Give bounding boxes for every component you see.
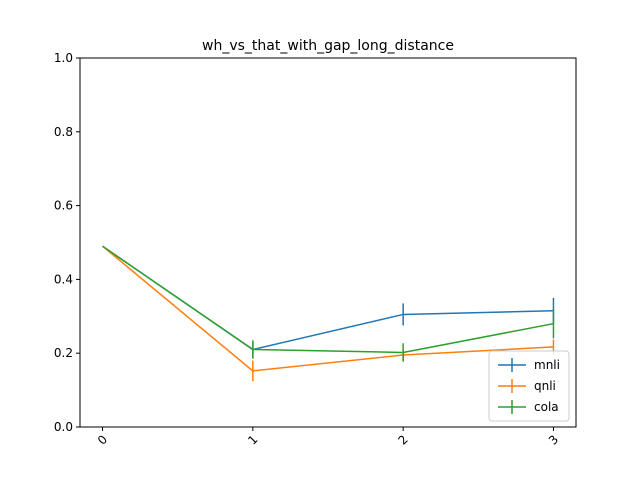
y-tick-label: 1.0 xyxy=(54,51,73,65)
plot-frame xyxy=(79,57,577,428)
legend-label-qnli: qnli xyxy=(534,379,556,393)
y-axis: 0.0 0.2 0.4 0.6 0.8 1.0 xyxy=(54,51,80,434)
y-tick-label: 0.6 xyxy=(54,199,73,213)
y-tick-label: 0.4 xyxy=(54,272,73,286)
series-cola xyxy=(102,245,555,362)
legend-box xyxy=(488,350,570,422)
series-layer xyxy=(102,245,555,382)
legend: mnli qnli cola xyxy=(488,350,570,422)
y-tick-label: 0.2 xyxy=(54,346,73,360)
series-line-qnli xyxy=(102,245,554,372)
y-tick-label: 0.8 xyxy=(54,125,73,139)
legend-label-mnli: mnli xyxy=(534,358,560,372)
legend-label-cola: cola xyxy=(534,400,559,414)
y-tick-label: 0.0 xyxy=(54,420,73,434)
series-line-cola xyxy=(102,245,554,354)
chart-title: wh_vs_that_with_gap_long_distance xyxy=(202,38,454,54)
